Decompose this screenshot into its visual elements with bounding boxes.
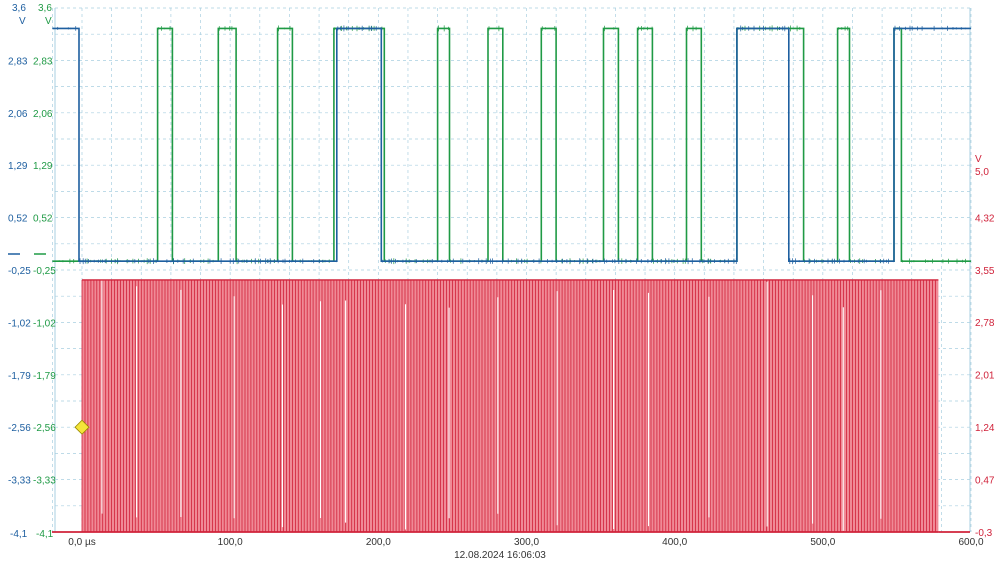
blue-tick-label: -3,33 [8, 476, 31, 487]
blue-tick-label: -2,56 [8, 423, 31, 434]
red-pulse-edges [81, 279, 936, 532]
trigger-marker[interactable] [74, 419, 90, 435]
red-axis-ticks: 5,0 4,32 3,55 2,78 2,01 1,24 0,47 -0,3 [975, 167, 995, 539]
blue-tick-label: -1,79 [8, 371, 31, 382]
green-trace-noise [53, 25, 969, 265]
green-tick-label: -0,25 [33, 266, 56, 277]
blue-axis-bottom-label: -4,1 [10, 529, 28, 540]
green-axis-top-label: 3,6 [38, 3, 52, 14]
red-tick-label: 2,01 [975, 371, 995, 382]
red-tick-label: 5,0 [975, 167, 989, 178]
blue-tick-label: -1,02 [8, 318, 31, 329]
green-tick-label: -1,79 [33, 371, 56, 382]
blue-tick-label: 1,29 [8, 161, 28, 172]
blue-trace-line [52, 27, 971, 262]
green-tick-label: 1,29 [33, 161, 53, 172]
x-tick-label: 0,0 µs [68, 537, 95, 548]
red-tick-label: 3,55 [975, 266, 995, 277]
blue-tick-label: 0,52 [8, 214, 28, 225]
red-tick-label: 4,32 [975, 213, 995, 224]
green-axis-bottom-label: -4,1 [36, 529, 54, 540]
green-trace-line [52, 27, 971, 262]
green-tick-label: 0,52 [33, 214, 53, 225]
x-tick-label: 600,0 [958, 537, 983, 548]
blue-trace-noise [53, 25, 971, 265]
x-tick-label: 300,0 [514, 537, 539, 548]
green-tick-label: -2,56 [33, 423, 56, 434]
red-tick-label: 0,47 [975, 476, 995, 487]
blue-tick-label: 2,83 [8, 56, 28, 67]
green-tick-label: 2,06 [33, 109, 53, 120]
blue-axis-top-label: 3,6 [12, 3, 26, 14]
blue-series [52, 25, 971, 265]
green-tick-label: 2,83 [33, 56, 53, 67]
green-axis-unit: V [45, 16, 52, 27]
x-tick-label: 200,0 [366, 537, 391, 548]
blue-axis-unit: V [19, 16, 26, 27]
blue-tick-label: -0,25 [8, 266, 31, 277]
blue-tick-label: 2,06 [8, 109, 28, 120]
x-tick-label: 100,0 [218, 537, 243, 548]
x-axis-ticks: 0,0 µs 100,0 200,0 300,0 400,0 500,0 600,0 [68, 537, 984, 548]
red-tick-label: 2,78 [975, 318, 995, 329]
x-tick-label: 400,0 [662, 537, 687, 548]
red-tick-label: 1,24 [975, 423, 995, 434]
red-series [52, 279, 970, 533]
green-axis-ticks: 2,83 2,06 1,29 0,52 -0,25 -1,02 -1,79 -2,56 -3,3… [33, 56, 56, 486]
x-tick-label: 500,0 [810, 537, 835, 548]
red-axis-unit: V [975, 154, 982, 165]
red-burst-fill [82, 279, 939, 532]
green-tick-label: -3,33 [33, 476, 56, 487]
green-tick-label: -1,02 [33, 318, 56, 329]
red-tick-label: -0,3 [975, 528, 993, 539]
red-pulse-gaps [101, 279, 882, 531]
timestamp: 12.08.2024 16:06:03 [454, 550, 546, 561]
blue-axis-ticks: 2,83 2,06 1,29 0,52 -0,25 -1,02 -1,79 -2,56 -3,3… [8, 56, 31, 486]
green-series [52, 25, 971, 265]
